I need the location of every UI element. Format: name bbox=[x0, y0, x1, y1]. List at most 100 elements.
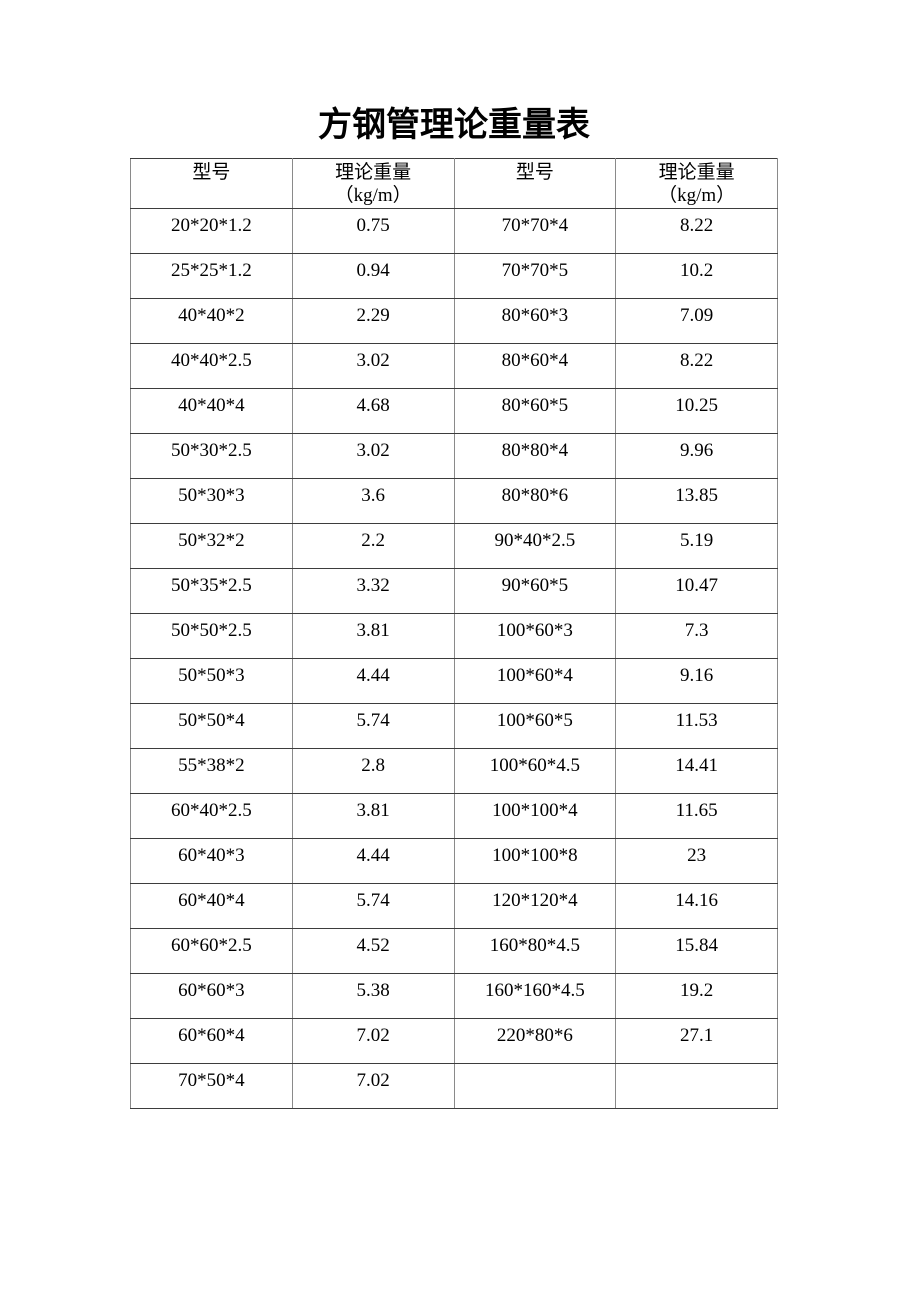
cell: 2.8 bbox=[291, 748, 455, 794]
cell: 40*40*2 bbox=[130, 298, 293, 344]
cell: 3.81 bbox=[291, 793, 455, 839]
cell: 23 bbox=[615, 838, 778, 884]
cell: 60*60*4 bbox=[130, 1018, 293, 1064]
cell: 27.1 bbox=[615, 1018, 778, 1064]
cell: 5.38 bbox=[291, 973, 455, 1019]
table-row: 50*35*2.5 3.32 90*60*5 10.47 bbox=[130, 568, 778, 614]
table-row: 25*25*1.2 0.94 70*70*5 10.2 bbox=[130, 253, 778, 299]
cell: 11.53 bbox=[615, 703, 778, 749]
cell: 15.84 bbox=[615, 928, 778, 974]
table-header: 型号 理论重量 （kg/m） 型号 理论重量 （kg/m） bbox=[130, 158, 778, 209]
cell: 3.6 bbox=[291, 478, 455, 524]
cell: 70*70*5 bbox=[453, 253, 617, 299]
weights-table: 型号 理论重量 （kg/m） 型号 理论重量 （kg/m） 20*20*1.2 0… bbox=[130, 158, 778, 1109]
header-cell-model-right: 型号 bbox=[453, 158, 617, 209]
cell: 9.96 bbox=[615, 433, 778, 479]
cell: 50*50*3 bbox=[130, 658, 293, 704]
header-row: 型号 理论重量 （kg/m） 型号 理论重量 （kg/m） bbox=[130, 158, 778, 209]
cell: 55*38*2 bbox=[130, 748, 293, 794]
header-cell-weight-right: 理论重量 （kg/m） bbox=[615, 158, 778, 209]
cell: 19.2 bbox=[615, 973, 778, 1019]
cell: 7.09 bbox=[615, 298, 778, 344]
cell: 80*80*6 bbox=[453, 478, 617, 524]
table-row: 50*50*3 4.44 100*60*4 9.16 bbox=[130, 658, 778, 704]
cell: 160*160*4.5 bbox=[453, 973, 617, 1019]
table-row: 60*60*3 5.38 160*160*4.5 19.2 bbox=[130, 973, 778, 1019]
cell: 5.74 bbox=[291, 703, 455, 749]
cell: 90*40*2.5 bbox=[453, 523, 617, 569]
cell: 3.32 bbox=[291, 568, 455, 614]
cell: 50*50*4 bbox=[130, 703, 293, 749]
cell: 5.19 bbox=[615, 523, 778, 569]
cell: 4.52 bbox=[291, 928, 455, 974]
cell: 70*70*4 bbox=[453, 208, 617, 254]
cell: 120*120*4 bbox=[453, 883, 617, 929]
table-row: 60*60*4 7.02 220*80*6 27.1 bbox=[130, 1018, 778, 1064]
header-sublabel: （kg/m） bbox=[334, 185, 412, 206]
cell: 10.47 bbox=[615, 568, 778, 614]
cell: 3.81 bbox=[291, 613, 455, 659]
header-label: 理论重量 bbox=[335, 162, 412, 183]
cell: 80*80*4 bbox=[453, 433, 617, 479]
table-row: 60*60*2.5 4.52 160*80*4.5 15.84 bbox=[130, 928, 778, 974]
cell: 50*30*3 bbox=[130, 478, 293, 524]
table-row: 50*50*2.5 3.81 100*60*3 7.3 bbox=[130, 613, 778, 659]
cell: 90*60*5 bbox=[453, 568, 617, 614]
cell: 60*40*4 bbox=[130, 883, 293, 929]
header-cell-model-left: 型号 bbox=[130, 158, 293, 209]
table-row: 60*40*4 5.74 120*120*4 14.16 bbox=[130, 883, 778, 929]
cell: 50*32*2 bbox=[130, 523, 293, 569]
header-sublabel bbox=[457, 184, 614, 207]
cell: 3.02 bbox=[291, 433, 455, 479]
cell: 4.68 bbox=[291, 388, 455, 434]
cell: 100*60*3 bbox=[453, 613, 617, 659]
cell: 100*60*4 bbox=[453, 658, 617, 704]
cell: 9.16 bbox=[615, 658, 778, 704]
cell: 80*60*5 bbox=[453, 388, 617, 434]
table-row: 70*50*4 7.02 bbox=[130, 1063, 778, 1109]
header-label: 理论重量 bbox=[658, 162, 735, 183]
cell: 100*60*4.5 bbox=[453, 748, 617, 794]
cell: 160*80*4.5 bbox=[453, 928, 617, 974]
cell: 60*60*2.5 bbox=[130, 928, 293, 974]
cell: 11.65 bbox=[615, 793, 778, 839]
cell: 8.22 bbox=[615, 343, 778, 389]
cell: 2.29 bbox=[291, 298, 455, 344]
cell: 7.3 bbox=[615, 613, 778, 659]
cell: 40*40*4 bbox=[130, 388, 293, 434]
cell: 20*20*1.2 bbox=[130, 208, 293, 254]
cell: 100*100*8 bbox=[453, 838, 617, 884]
cell: 7.02 bbox=[291, 1018, 455, 1064]
table-row: 60*40*2.5 3.81 100*100*4 11.65 bbox=[130, 793, 778, 839]
cell: 10.25 bbox=[615, 388, 778, 434]
header-cell-weight-left: 理论重量 （kg/m） bbox=[291, 158, 455, 209]
header-sublabel: （kg/m） bbox=[658, 185, 736, 206]
header-label: 型号 bbox=[192, 162, 231, 183]
table-row: 60*40*3 4.44 100*100*8 23 bbox=[130, 838, 778, 884]
cell: 14.16 bbox=[615, 883, 778, 929]
cell: 3.02 bbox=[291, 343, 455, 389]
table-row: 40*40*4 4.68 80*60*5 10.25 bbox=[130, 388, 778, 434]
table-row: 50*50*4 5.74 100*60*5 11.53 bbox=[130, 703, 778, 749]
cell: 13.85 bbox=[615, 478, 778, 524]
cell bbox=[453, 1063, 617, 1109]
cell: 0.94 bbox=[291, 253, 455, 299]
cell: 25*25*1.2 bbox=[130, 253, 293, 299]
table-body: 20*20*1.2 0.75 70*70*4 8.22 25*25*1.2 0.94 70*… bbox=[130, 208, 778, 1109]
table-row: 50*30*3 3.6 80*80*6 13.85 bbox=[130, 478, 778, 524]
cell: 0.75 bbox=[291, 208, 455, 254]
cell: 5.74 bbox=[291, 883, 455, 929]
cell: 14.41 bbox=[615, 748, 778, 794]
cell: 40*40*2.5 bbox=[130, 343, 293, 389]
header-sublabel bbox=[133, 184, 290, 207]
header-label: 型号 bbox=[515, 162, 554, 183]
cell: 220*80*6 bbox=[453, 1018, 617, 1064]
table-row: 40*40*2.5 3.02 80*60*4 8.22 bbox=[130, 343, 778, 389]
cell: 60*60*3 bbox=[130, 973, 293, 1019]
cell: 80*60*3 bbox=[453, 298, 617, 344]
cell: 7.02 bbox=[291, 1063, 455, 1109]
table-row: 50*32*2 2.2 90*40*2.5 5.19 bbox=[130, 523, 778, 569]
table-row: 20*20*1.2 0.75 70*70*4 8.22 bbox=[130, 208, 778, 254]
cell: 60*40*3 bbox=[130, 838, 293, 884]
